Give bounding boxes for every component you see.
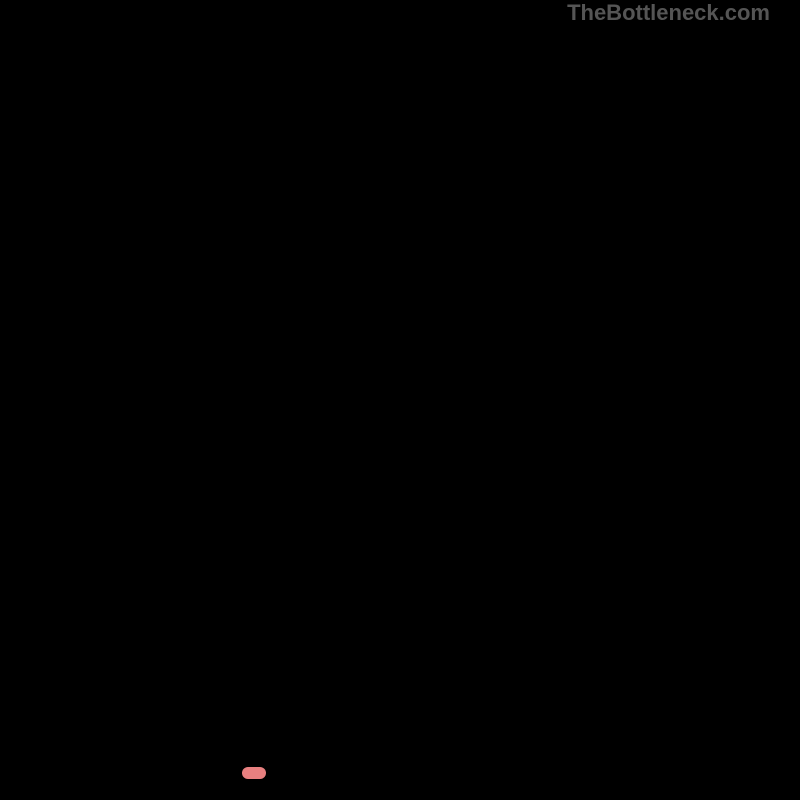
watermark-text: TheBottleneck.com <box>567 0 770 26</box>
chart-container: TheBottleneck.com <box>0 0 800 800</box>
plot-background-gradient <box>25 25 775 775</box>
minimum-marker <box>242 767 266 779</box>
